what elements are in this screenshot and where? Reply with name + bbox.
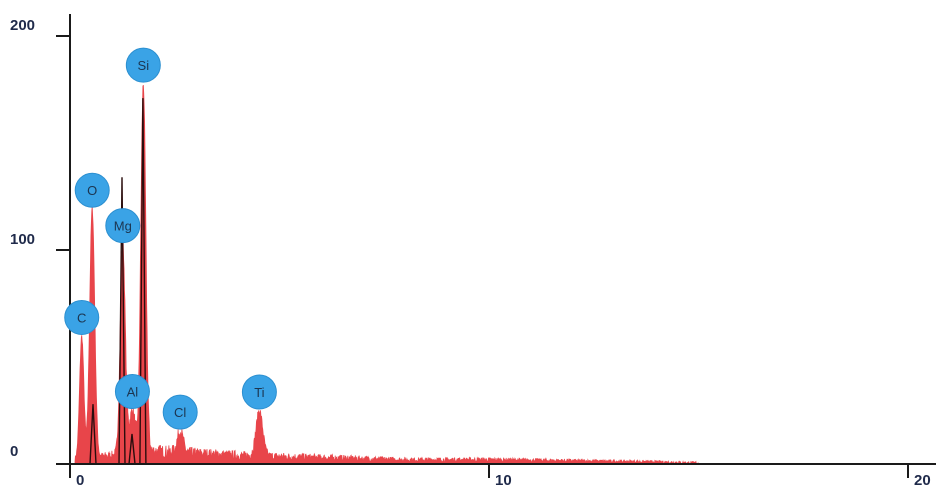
peak-label-mg: Mg bbox=[105, 208, 141, 244]
peak-label-badge bbox=[162, 394, 198, 430]
peak-element-symbol: Mg bbox=[114, 219, 132, 234]
peak-label-badge bbox=[105, 208, 141, 244]
peak-element-symbol: C bbox=[77, 311, 86, 326]
peak-label-ti: Ti bbox=[241, 374, 277, 410]
spectrum-area bbox=[74, 84, 699, 465]
peak-element-symbol: O bbox=[87, 183, 97, 198]
peak-label-al: Al bbox=[114, 374, 150, 410]
peak-element-symbol: Al bbox=[127, 385, 139, 400]
spectrum-trace-line bbox=[139, 98, 147, 465]
chart-axes bbox=[69, 14, 936, 465]
peak-label-badge bbox=[125, 47, 161, 83]
peak-element-symbol: Ti bbox=[254, 385, 264, 400]
peak-label-c: C bbox=[64, 300, 100, 336]
spectrum-trace-line bbox=[118, 177, 126, 465]
x-tick-label: 20 bbox=[914, 472, 931, 489]
peak-label-si: Si bbox=[125, 47, 161, 83]
peak-label-o: O bbox=[74, 172, 110, 208]
peak-label-badge bbox=[114, 374, 150, 410]
peak-label-badge bbox=[241, 374, 277, 410]
spectrum-trace-line bbox=[128, 433, 136, 465]
peak-label-badge bbox=[64, 300, 100, 336]
y-tick-label: 0 bbox=[10, 443, 18, 460]
x-tick-label: 0 bbox=[76, 472, 84, 489]
peak-label-badge bbox=[74, 172, 110, 208]
peak-label-cl: Cl bbox=[162, 394, 198, 430]
peak-element-symbol: Cl bbox=[174, 405, 186, 420]
y-tick-label: 200 bbox=[10, 17, 35, 34]
spectrum-plot-area bbox=[74, 84, 699, 465]
x-tick-label: 10 bbox=[495, 472, 512, 489]
element-peak-labels: C O Mg Al Si Cl Ti bbox=[64, 47, 277, 430]
peak-element-symbol: Si bbox=[138, 58, 150, 73]
spectrum-trace-line bbox=[89, 404, 97, 465]
y-tick-label: 100 bbox=[10, 231, 35, 248]
